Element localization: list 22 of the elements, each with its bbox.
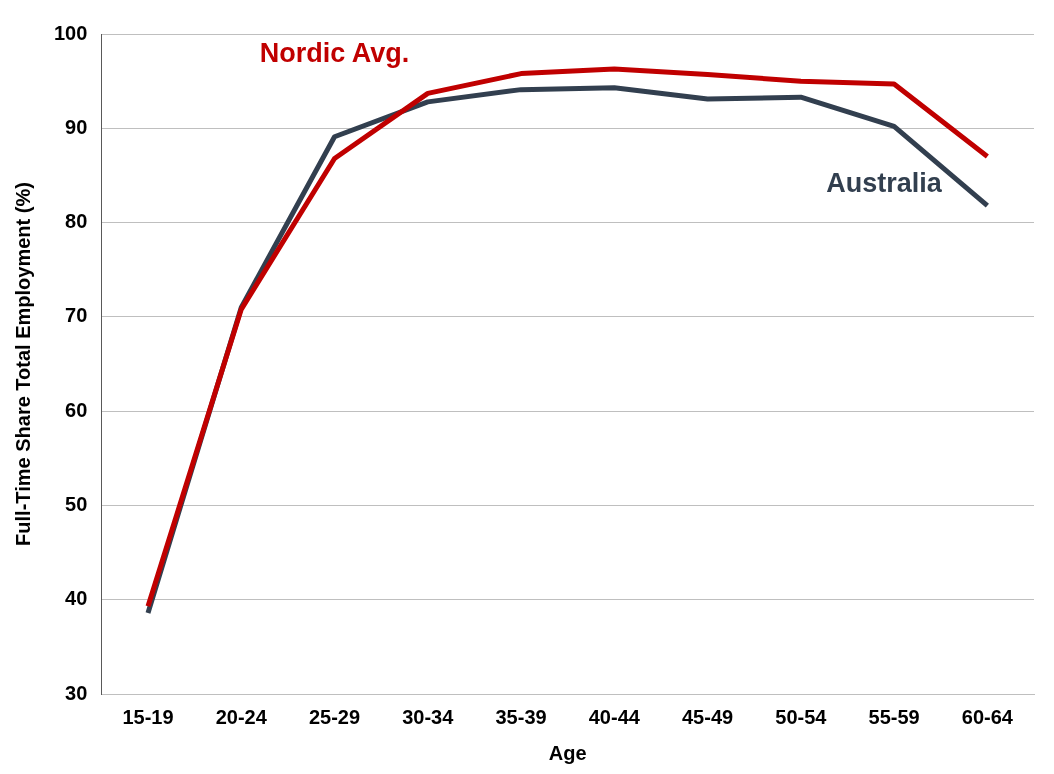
x-tick-label: 60-64 xyxy=(961,705,1014,728)
y-tick-label: 90 xyxy=(65,115,88,138)
x-axis-title: Age xyxy=(548,741,587,764)
series-label: Australia xyxy=(826,168,943,199)
y-tick-label: 100 xyxy=(53,21,88,44)
series-label: Nordic Avg. xyxy=(259,37,410,68)
y-tick-label: 70 xyxy=(65,304,88,327)
y-axis-title: Full-Time Share Total Employment (%) xyxy=(11,182,34,546)
x-tick-label: 35-39 xyxy=(495,705,547,728)
x-tick-label: 15-19 xyxy=(122,705,174,728)
x-tick-label: 40-44 xyxy=(588,705,641,728)
x-tick-label: 55-59 xyxy=(868,705,920,728)
x-tick-label: 45-49 xyxy=(682,705,734,728)
x-tick-label: 30-34 xyxy=(402,705,455,728)
x-tick-label: 25-29 xyxy=(308,705,361,728)
y-tick-label: 80 xyxy=(65,210,88,233)
x-tick-label: 50-54 xyxy=(775,705,828,728)
y-tick-label: 60 xyxy=(65,398,88,421)
y-tick-label: 50 xyxy=(65,492,88,515)
y-tick-label: 30 xyxy=(65,681,88,704)
y-tick-label: 40 xyxy=(65,587,88,610)
x-tick-label: 20-24 xyxy=(215,705,268,728)
